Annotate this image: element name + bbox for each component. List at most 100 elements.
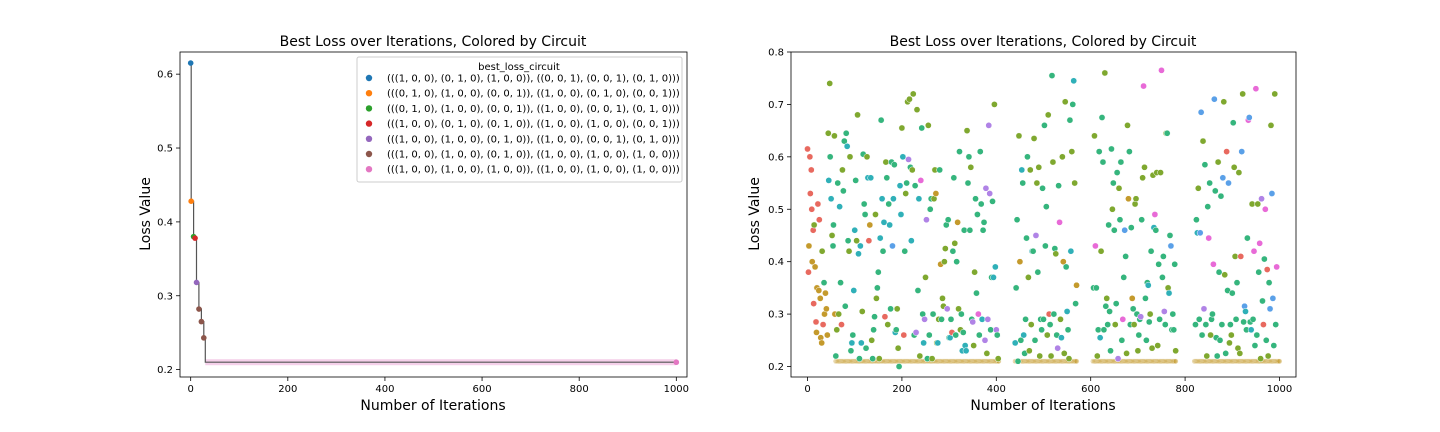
- data-point: [902, 190, 910, 197]
- data-point: [983, 350, 991, 357]
- data-point: [825, 177, 833, 184]
- data-point: [989, 198, 996, 205]
- data-point: [818, 339, 826, 347]
- data-point: [807, 190, 814, 197]
- baseline-point: [1276, 358, 1283, 365]
- data-point: [1073, 281, 1080, 289]
- data-point: [971, 268, 978, 276]
- data-point: [1160, 308, 1168, 315]
- data-point: [1030, 135, 1038, 142]
- data-point: [915, 195, 923, 203]
- data-point: [1215, 268, 1223, 276]
- data-point: [1095, 148, 1103, 155]
- legend-marker: [365, 74, 373, 82]
- data-point: [843, 143, 851, 150]
- data-point: [1120, 274, 1128, 281]
- data-point: [1242, 308, 1249, 315]
- data-point: [1235, 169, 1243, 176]
- data-point: [1059, 153, 1066, 161]
- legend-entry-label: (((1, 0, 0), (0, 1, 0), (0, 1, 0)), ((1,…: [387, 119, 680, 130]
- data-point: [1093, 352, 1101, 360]
- right-axis-ticks: 0 200 400 600 800 1000 0.2 0.3 0.4 0.5 0.6 0.7 0.8: [768, 48, 1292, 396]
- data-point: [1119, 315, 1127, 323]
- legend-marker: [365, 90, 373, 97]
- data-point: [1071, 179, 1078, 187]
- data-point: [810, 300, 818, 307]
- data-point: [1102, 302, 1110, 310]
- data-point: [1059, 258, 1067, 266]
- data-point: [978, 315, 986, 323]
- data-point: [1165, 289, 1173, 297]
- data-point: [1132, 195, 1140, 203]
- data-point: [1068, 148, 1076, 155]
- data-point: [1139, 174, 1146, 182]
- data-point: [1197, 108, 1205, 116]
- data-point: [1210, 260, 1217, 268]
- data-point: [897, 211, 905, 218]
- data-point: [1161, 321, 1169, 328]
- data-point: [858, 308, 866, 315]
- data-point: [1146, 310, 1154, 318]
- data-point: [1052, 250, 1060, 258]
- data-point: [840, 187, 847, 195]
- data-point: [1257, 355, 1264, 363]
- data-point: [1143, 336, 1150, 344]
- data-point: [1018, 166, 1026, 174]
- data-point: [846, 153, 854, 161]
- data-point: [898, 124, 906, 132]
- data-point: [1144, 281, 1152, 289]
- data-point: [1155, 260, 1163, 268]
- data-point: [1103, 295, 1111, 302]
- data-point: [874, 284, 881, 292]
- data-point: [960, 226, 968, 234]
- data-point: [1069, 101, 1077, 108]
- data-point: [1228, 289, 1236, 297]
- data-point: [847, 347, 855, 355]
- data-point: [1110, 226, 1118, 234]
- data-point: [990, 274, 997, 281]
- data-point: [1104, 321, 1112, 328]
- data-point: [1160, 253, 1167, 260]
- data-point: [1230, 163, 1238, 171]
- data-point: [812, 318, 820, 326]
- data-point: [1019, 179, 1027, 187]
- data-point: [972, 195, 979, 203]
- data-point: [1209, 310, 1216, 318]
- data-point: [955, 305, 962, 313]
- data-point: [936, 166, 944, 174]
- data-point: [1250, 247, 1258, 255]
- x-tick-label: 1000: [664, 384, 689, 395]
- legend-marker: [365, 150, 373, 158]
- data-point: [1124, 122, 1131, 129]
- data-point: [1259, 297, 1266, 305]
- data-point: [1115, 184, 1123, 192]
- data-point: [1140, 82, 1147, 90]
- data-point: [908, 237, 915, 245]
- data-point: [886, 221, 893, 229]
- data-point: [850, 287, 858, 294]
- data-point: [913, 106, 921, 114]
- data-point: [1106, 308, 1113, 315]
- data-point: [1110, 179, 1117, 187]
- data-point: [1167, 242, 1175, 250]
- data-point: [1216, 336, 1224, 344]
- data-point: [892, 326, 900, 334]
- x-tick-label: 200: [892, 384, 911, 395]
- data-point: [808, 205, 816, 213]
- data-point: [196, 306, 202, 312]
- data-point: [1100, 326, 1108, 334]
- data-point: [1225, 179, 1232, 187]
- data-point: [1158, 66, 1165, 74]
- data-point: [893, 305, 901, 313]
- data-point: [1193, 216, 1200, 224]
- x-tick-label: 0: [187, 384, 193, 395]
- data-point: [1020, 331, 1028, 339]
- data-point: [831, 132, 838, 140]
- data-point: [813, 329, 820, 336]
- data-point: [950, 174, 958, 182]
- data-point: [1267, 122, 1275, 129]
- data-point: [1152, 226, 1160, 234]
- data-point: [865, 237, 873, 245]
- data-point: [926, 205, 934, 213]
- data-point: [1062, 263, 1070, 271]
